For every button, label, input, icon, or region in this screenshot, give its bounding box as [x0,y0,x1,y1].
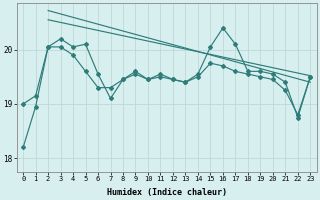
X-axis label: Humidex (Indice chaleur): Humidex (Indice chaleur) [107,188,227,197]
